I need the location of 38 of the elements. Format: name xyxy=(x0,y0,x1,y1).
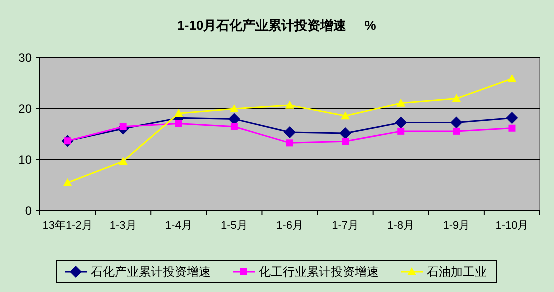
x-tick-label: 1-3月 xyxy=(110,220,137,232)
x-tick-label: 13年1-2月 xyxy=(42,220,93,232)
legend-label: 石化产业累计投资增速 xyxy=(91,265,211,279)
x-tick-label: 1-4月 xyxy=(165,220,192,232)
point xyxy=(174,109,184,118)
y-tick-label: 0 xyxy=(25,204,32,218)
x-tick-label: 1-10月 xyxy=(496,220,529,232)
point xyxy=(284,126,296,138)
x-tick-label: 1-7月 xyxy=(332,220,360,232)
x-tick-label: 1-8月 xyxy=(388,220,415,232)
point xyxy=(340,127,352,140)
chart-title: 1-10月石化产业累计投资增速 % xyxy=(178,18,377,33)
x-tick-label: 1-5月 xyxy=(220,220,248,232)
point xyxy=(395,116,408,129)
point xyxy=(452,94,462,102)
point xyxy=(342,138,350,146)
x-tick-label: 1-6月 xyxy=(276,220,304,232)
point xyxy=(508,124,516,132)
legend-label: 石油加工业 xyxy=(427,265,487,279)
legend-label: 化工行业累计投资增速 xyxy=(259,265,379,279)
point xyxy=(175,120,182,128)
y-tick-label: 30 xyxy=(18,51,32,65)
point xyxy=(118,157,128,166)
point xyxy=(230,104,239,112)
point xyxy=(508,74,517,82)
y-tick-label: 20 xyxy=(18,102,32,116)
x-tick-label: 1-9月 xyxy=(443,220,470,232)
point xyxy=(450,116,463,129)
point xyxy=(286,100,294,109)
point xyxy=(341,112,350,120)
point xyxy=(453,128,460,135)
point xyxy=(286,140,294,147)
point xyxy=(506,112,518,124)
y-tick-label: 10 xyxy=(18,153,32,167)
point xyxy=(396,98,406,107)
point xyxy=(230,123,238,130)
point xyxy=(63,178,72,186)
point xyxy=(398,128,405,135)
